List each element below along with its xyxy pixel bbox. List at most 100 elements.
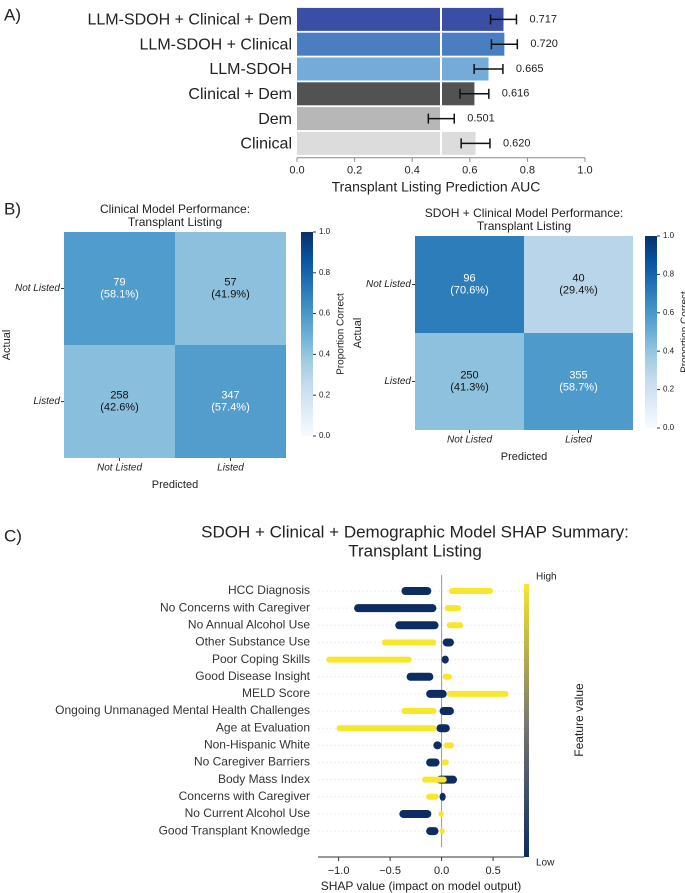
x-tick-label: 0.2	[347, 165, 362, 177]
shap-low-range	[426, 689, 447, 698]
feature-label: Concerns with Caregiver	[179, 789, 310, 803]
cell-percent: (70.6%)	[450, 284, 489, 296]
colorbar-tick-label: 0.2	[319, 390, 331, 399]
cell-count: 355	[569, 369, 587, 381]
feature-label: Poor Coping Skills	[212, 652, 310, 666]
cell-count: 40	[572, 272, 584, 284]
feature-label: No Current Alcohol Use	[185, 806, 311, 820]
feature-label: Age at Evaluation	[216, 720, 310, 734]
row-label: Listed	[33, 396, 60, 407]
heatmap-cell	[175, 345, 286, 458]
bar	[297, 57, 489, 81]
category-label: Clinical	[240, 136, 292, 153]
error-bar	[459, 88, 490, 99]
x-tick-label: 0.8	[520, 165, 535, 177]
x-tick-label: 0.0	[434, 865, 449, 877]
value-label: 0.501	[467, 113, 495, 125]
shap-high-range	[441, 759, 449, 766]
feature-label: No Caregiver Barriers	[194, 755, 310, 769]
x-tick-label: −1.0	[328, 865, 350, 877]
x-axis-label: SHAP value (impact on model output)	[321, 879, 522, 893]
x-axis-label: Predicted	[152, 479, 198, 491]
feature-label: Ongoing Unmanaged Mental Health Challeng…	[55, 703, 310, 717]
cell-percent: (58.7%)	[559, 381, 598, 393]
category-label: Dem	[258, 111, 292, 128]
heatmap-title: Clinical Model Performance:	[100, 202, 250, 216]
colorbar	[524, 584, 529, 857]
colorbar-label: Proportion Correct	[680, 291, 685, 373]
colorbar-tick-label: 0.0	[319, 431, 331, 440]
feature-label: Other Substance Use	[195, 635, 310, 649]
bar	[297, 32, 505, 56]
feature-label: MELD Score	[242, 686, 310, 700]
error-bar	[460, 138, 491, 149]
cell-count: 96	[463, 272, 475, 284]
colorbar-tick-label: 0.8	[319, 268, 331, 277]
y-axis-label: Actual	[1, 330, 13, 361]
col-label: Listed	[565, 435, 592, 446]
row-label: Listed	[384, 376, 411, 387]
colorbar-tick-label: 1.0	[663, 231, 675, 240]
x-tick-label: 1.0	[577, 165, 592, 177]
category-label: Clinical + Dem	[188, 86, 292, 103]
shap-low-range	[436, 724, 450, 733]
value-label: 0.620	[503, 137, 531, 149]
bar	[297, 131, 476, 155]
error-bar	[473, 64, 504, 74]
panel-label: C)	[4, 526, 22, 545]
shap-low-range	[433, 741, 442, 750]
shap-title: Transplant Listing	[348, 541, 482, 560]
panel-label: B)	[4, 199, 21, 218]
shap-high-range	[422, 776, 447, 783]
colorbar-low: Low	[536, 858, 555, 869]
shap-low-range	[406, 672, 434, 681]
value-label: 0.720	[530, 38, 558, 50]
colorbar-tick-label: 0.8	[663, 270, 675, 279]
heatmap-cell	[524, 333, 633, 430]
value-label: 0.616	[502, 88, 530, 100]
heatmap-cell	[415, 236, 524, 333]
cell-count: 347	[221, 389, 239, 401]
feature-label: Good Transplant Knowledge	[159, 823, 311, 837]
colorbar-tick-label: 0.6	[663, 308, 675, 317]
error-bar	[427, 113, 455, 124]
heatmap-cell	[64, 232, 175, 345]
colorbar-tick-label: 0.0	[663, 423, 675, 432]
shap-low-range	[439, 792, 446, 801]
feature-label: Good Disease Insight	[195, 669, 310, 683]
cell-count: 258	[110, 389, 128, 401]
x-tick-label: −0.5	[379, 865, 401, 877]
colorbar-label: Proportion Correct	[336, 293, 347, 375]
colorbar	[645, 236, 657, 428]
shap-high-range	[381, 639, 437, 646]
feature-label: HCC Diagnosis	[228, 583, 310, 597]
shap-high-range	[439, 828, 445, 835]
shap-high-range	[426, 793, 439, 800]
shap-high-range	[443, 742, 454, 749]
shap-low-range	[426, 827, 439, 836]
cell-percent: (58.1%)	[100, 288, 139, 300]
feature-label: No Annual Alcohol Use	[188, 617, 310, 631]
bar	[297, 7, 504, 31]
error-bar	[490, 39, 519, 50]
colorbar-tick-label: 0.4	[319, 350, 331, 359]
panel-label: A)	[4, 5, 21, 24]
cell-count: 57	[224, 276, 236, 288]
heatmap-cell	[64, 345, 175, 458]
category-label: LLM-SDOH + Clinical	[140, 36, 292, 53]
shap-low-range	[354, 604, 437, 613]
colorbar	[301, 232, 313, 436]
colorbar-tick-label: 1.0	[319, 227, 331, 236]
cell-count: 79	[113, 276, 125, 288]
cell-percent: (29.4%)	[559, 284, 598, 296]
shap-high-range	[448, 588, 494, 594]
shap-low-range	[442, 638, 454, 647]
shap-low-range	[426, 758, 440, 767]
category-label: LLM-SDOH	[209, 61, 292, 78]
category-label: LLM-SDOH + Clinical + Dem	[88, 12, 293, 29]
heatmap-title: SDOH + Clinical Model Performance:	[425, 206, 623, 220]
heatmap-cell	[524, 236, 633, 333]
col-label: Not Listed	[447, 435, 492, 446]
colorbar-tick-label: 0.4	[663, 346, 675, 355]
